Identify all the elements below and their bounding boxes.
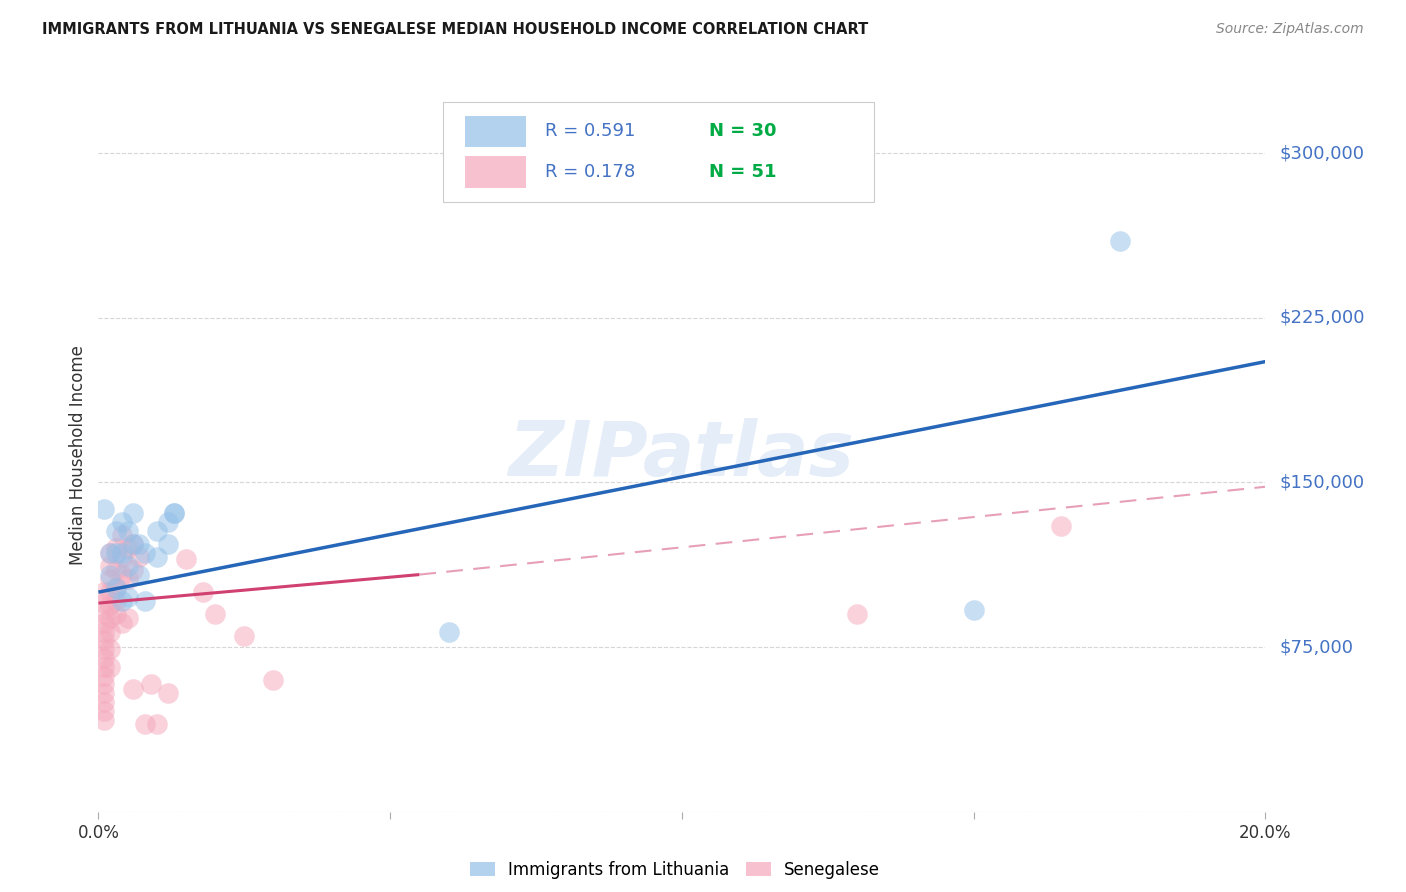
Point	[134, 546, 156, 560]
Point	[122, 537, 145, 551]
Text: R = 0.591: R = 0.591	[546, 122, 636, 140]
Point	[122, 506, 145, 520]
Point	[93, 633, 115, 648]
Y-axis label: Median Household Income: Median Household Income	[69, 345, 87, 565]
Point	[157, 537, 180, 551]
Point	[111, 549, 134, 564]
Point	[98, 624, 121, 639]
Point	[1050, 519, 1073, 533]
Point	[146, 524, 169, 538]
Point	[104, 581, 127, 595]
Point	[163, 506, 186, 520]
Point	[93, 686, 115, 700]
Point	[204, 607, 226, 621]
Point	[98, 546, 121, 560]
Point	[117, 558, 139, 573]
Legend: Immigrants from Lithuania, Senegalese: Immigrants from Lithuania, Senegalese	[464, 855, 886, 884]
Point	[98, 585, 121, 599]
Point	[93, 615, 115, 630]
Text: $225,000: $225,000	[1279, 309, 1365, 326]
Point	[146, 549, 169, 564]
Point	[128, 549, 150, 564]
Point	[104, 563, 127, 577]
Point	[117, 590, 139, 604]
Point	[98, 546, 121, 560]
Point	[93, 501, 115, 516]
Point	[93, 695, 115, 709]
Point	[104, 607, 127, 621]
Point	[437, 624, 460, 639]
Point	[111, 615, 134, 630]
Point	[146, 717, 169, 731]
FancyBboxPatch shape	[443, 102, 875, 202]
Point	[98, 642, 121, 657]
Point	[93, 713, 115, 727]
Text: R = 0.178: R = 0.178	[546, 163, 636, 181]
Point	[128, 537, 150, 551]
Point	[93, 585, 115, 599]
Point	[157, 515, 180, 529]
Point	[1108, 234, 1130, 248]
FancyBboxPatch shape	[465, 156, 526, 187]
Point	[134, 717, 156, 731]
Text: IMMIGRANTS FROM LITHUANIA VS SENEGALESE MEDIAN HOUSEHOLD INCOME CORRELATION CHAR: IMMIGRANTS FROM LITHUANIA VS SENEGALESE …	[42, 22, 869, 37]
FancyBboxPatch shape	[465, 116, 526, 147]
Point	[111, 567, 134, 582]
Text: $300,000: $300,000	[1279, 144, 1364, 162]
Point	[117, 572, 139, 586]
Point	[111, 594, 134, 608]
Point	[262, 673, 284, 687]
Point	[93, 642, 115, 657]
Point	[104, 594, 127, 608]
Point	[93, 596, 115, 610]
Point	[111, 546, 134, 560]
Point	[845, 607, 868, 621]
Text: N = 30: N = 30	[709, 122, 776, 140]
Point	[174, 552, 197, 566]
Text: $150,000: $150,000	[1279, 474, 1365, 491]
Point	[98, 567, 121, 582]
Point	[104, 546, 127, 560]
Point	[104, 524, 127, 538]
Point	[98, 660, 121, 674]
Point	[122, 563, 145, 577]
Point	[98, 572, 121, 586]
Point	[93, 677, 115, 691]
Point	[93, 651, 115, 665]
Point	[93, 624, 115, 639]
Point	[111, 515, 134, 529]
Point	[93, 660, 115, 674]
Text: $75,000: $75,000	[1279, 638, 1354, 656]
Point	[157, 686, 180, 700]
Point	[128, 567, 150, 582]
Point	[104, 541, 127, 556]
Point	[134, 594, 156, 608]
Point	[93, 668, 115, 682]
Point	[139, 677, 162, 691]
Point	[117, 541, 139, 556]
Point	[122, 537, 145, 551]
Point	[98, 599, 121, 613]
Point	[163, 506, 186, 520]
Text: Source: ZipAtlas.com: Source: ZipAtlas.com	[1216, 22, 1364, 37]
Point	[233, 629, 256, 643]
Point	[117, 524, 139, 538]
Point	[193, 585, 215, 599]
Point	[93, 607, 115, 621]
Point	[98, 611, 121, 625]
Point	[122, 681, 145, 696]
Point	[962, 603, 984, 617]
Point	[117, 611, 139, 625]
Text: ZIPatlas: ZIPatlas	[509, 418, 855, 491]
Point	[98, 558, 121, 573]
Point	[104, 581, 127, 595]
Text: N = 51: N = 51	[709, 163, 776, 181]
Point	[93, 704, 115, 718]
Point	[111, 528, 134, 542]
